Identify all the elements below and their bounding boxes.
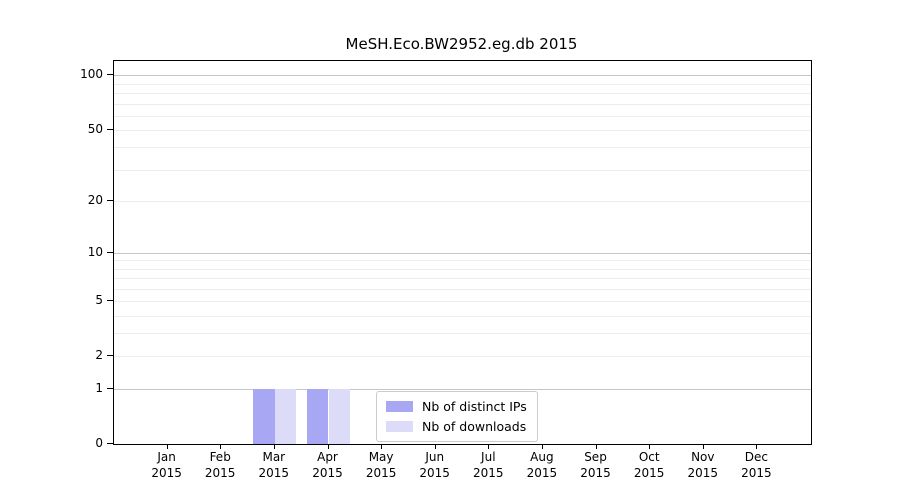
x-tick-month: Aug — [530, 450, 554, 464]
x-tick-label: Dec 2015 — [726, 449, 786, 481]
x-tick-month: Nov — [691, 450, 715, 464]
x-tick-mark — [488, 444, 490, 449]
x-tick-mark — [273, 444, 275, 449]
gridline-minor — [114, 130, 811, 131]
y-tick-mark — [107, 355, 113, 357]
bar-nb-of-distinct-ips — [307, 388, 329, 444]
y-tick-label: 50 — [87, 122, 103, 136]
plot-area: Nb of distinct IPs Nb of downloads — [113, 60, 812, 445]
y-tick-mark — [107, 199, 113, 201]
x-tick-month: Feb — [209, 450, 231, 464]
x-tick-year: 2015 — [580, 466, 611, 480]
gridline-minor — [114, 356, 811, 358]
x-tick-year: 2015 — [419, 466, 450, 480]
x-tick-label: Feb 2015 — [190, 449, 250, 481]
x-tick-mark — [166, 444, 168, 449]
gridline-minor — [114, 103, 811, 105]
bar-nb-of-downloads — [328, 388, 350, 444]
chart-title: MeSH.Eco.BW2952.eg.db 2015 — [345, 35, 578, 53]
x-tick-label: May 2015 — [351, 449, 411, 481]
y-tick-label: 20 — [87, 192, 103, 207]
legend-item: Nb of distinct IPs — [386, 398, 527, 415]
x-tick-month: May — [368, 450, 394, 464]
y-tick-mark — [107, 129, 113, 130]
bar-nb-of-distinct-ips — [253, 388, 275, 444]
gridline-minor — [114, 115, 811, 117]
gridline-major — [114, 388, 811, 390]
x-tick-year: 2015 — [258, 466, 290, 480]
gridline-minor — [114, 260, 811, 262]
gridline-major — [114, 75, 811, 77]
y-tick-mark — [107, 387, 113, 389]
gridline-minor — [114, 147, 811, 149]
x-tick-year: 2015 — [687, 466, 719, 480]
x-tick-mark — [381, 444, 383, 449]
y-tick-label: 1 — [95, 380, 103, 395]
x-tick-label: Sep 2015 — [566, 449, 626, 481]
legend-label: Nb of distinct IPs — [422, 399, 527, 414]
y-tick-label: 10 — [87, 244, 103, 259]
gridline-minor — [114, 268, 811, 270]
y-tick-label: 0 — [95, 436, 103, 450]
x-tick-month: Jul — [481, 450, 496, 464]
gridline-minor — [114, 93, 811, 95]
gridline-minor — [114, 288, 811, 290]
x-tick-year: 2015 — [365, 466, 397, 480]
x-tick-label: Jul 2015 — [458, 449, 518, 481]
x-tick-month: Mar — [262, 450, 286, 464]
x-tick-year: 2015 — [633, 466, 665, 480]
x-tick-mark — [702, 444, 704, 449]
x-tick-mark — [541, 444, 543, 449]
x-tick-mark — [434, 444, 436, 449]
y-tick-mark — [107, 251, 113, 253]
x-tick-label: Apr 2015 — [298, 449, 358, 481]
x-tick-year: 2015 — [741, 466, 772, 480]
legend-label: Nb of downloads — [422, 419, 527, 434]
y-tick-mark — [107, 299, 113, 301]
x-tick-month: Jan — [157, 450, 176, 464]
x-tick-month: Dec — [744, 450, 768, 464]
x-tick-label: Nov 2015 — [673, 449, 733, 481]
x-tick-mark — [595, 444, 597, 449]
gridline-minor — [114, 277, 811, 279]
x-tick-mark — [327, 444, 329, 449]
x-tick-label: Oct 2015 — [619, 449, 679, 481]
legend: Nb of distinct IPs Nb of downloads — [376, 391, 538, 442]
gridline-minor — [114, 83, 811, 85]
gridline-minor — [114, 200, 811, 202]
legend-swatch — [386, 421, 413, 432]
x-tick-label: Jun 2015 — [405, 449, 465, 481]
y-tick-label: 100 — [80, 67, 103, 82]
legend-item: Nb of downloads — [386, 418, 527, 435]
x-tick-month: Jun — [425, 450, 445, 464]
gridline-minor — [114, 300, 811, 302]
gridline-minor — [114, 315, 811, 317]
y-tick-label: 2 — [95, 348, 103, 363]
x-tick-year: 2015 — [473, 466, 504, 480]
x-tick-year: 2015 — [312, 466, 343, 480]
x-tick-month: Apr — [317, 450, 338, 464]
y-tick-mark — [107, 443, 113, 444]
x-tick-label: Jan 2015 — [137, 449, 197, 481]
y-tick-label: 5 — [95, 292, 103, 307]
x-tick-label: Mar 2015 — [244, 449, 304, 481]
x-tick-month: Sep — [584, 450, 607, 464]
bar-nb-of-downloads — [274, 388, 297, 444]
x-tick-year: 2015 — [204, 466, 236, 480]
gridline-minor — [114, 333, 811, 335]
y-tick-mark — [107, 74, 113, 76]
gridline-major — [114, 252, 811, 254]
x-tick-label: Aug 2015 — [512, 449, 572, 481]
x-tick-year: 2015 — [526, 466, 558, 480]
legend-swatch — [386, 401, 413, 412]
x-tick-mark — [649, 444, 651, 449]
x-tick-mark — [756, 444, 758, 449]
x-tick-mark — [220, 444, 222, 449]
gridline-minor — [114, 169, 811, 171]
x-tick-month: Oct — [638, 450, 660, 464]
x-tick-year: 2015 — [151, 466, 182, 480]
